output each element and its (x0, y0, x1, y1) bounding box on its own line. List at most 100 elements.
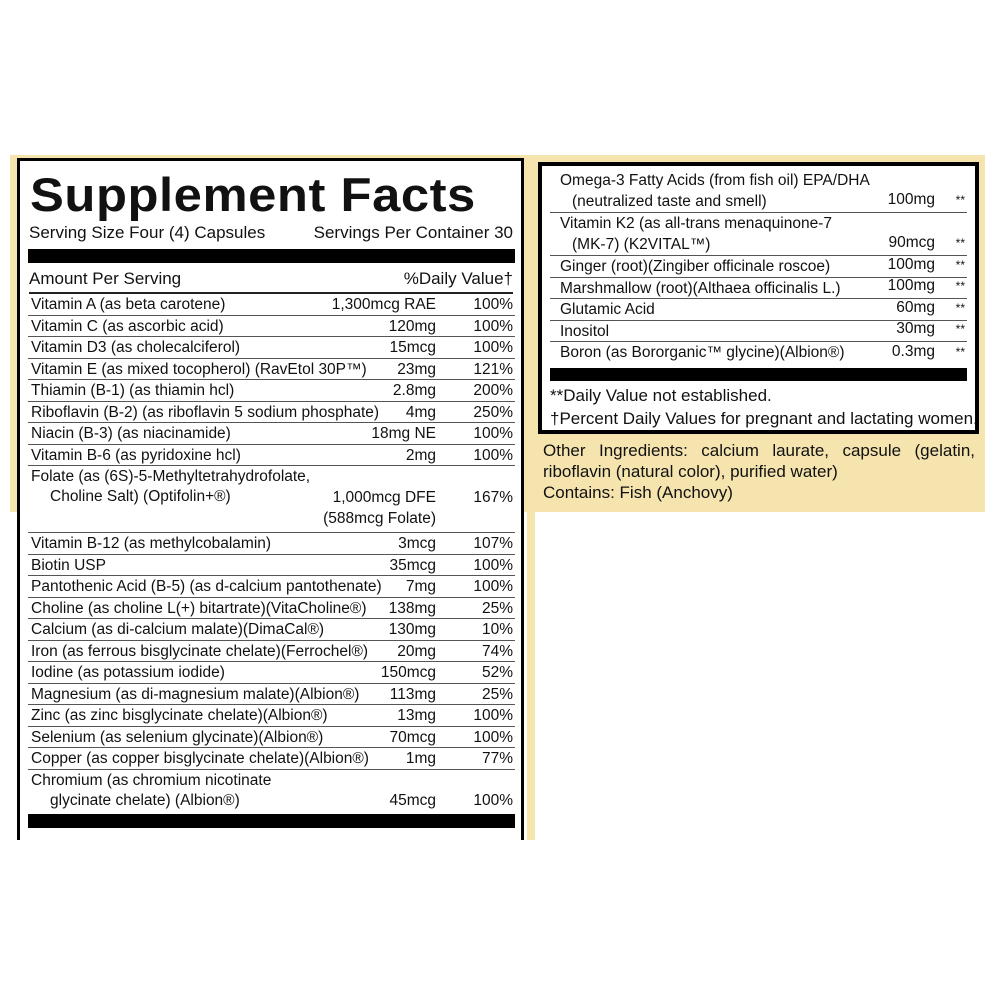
table-row: Zinc (as zinc bisglycinate chelate)(Albi… (28, 705, 515, 727)
nutrient-name: Thiamin (B-1) (as thiamin hcl) (31, 382, 235, 399)
table-row: Omega-3 Fatty Acids (from fish oil) EPA/… (550, 170, 967, 213)
daily-value-header: %Daily Value† (403, 268, 513, 288)
nutrient-name: Boron (as Bororganic™ glycine)(Albion®) (560, 344, 845, 361)
nutrient-name: Ginger (root)(Zingiber officinale roscoe… (560, 258, 831, 275)
column-header: Amount Per Serving %Daily Value† (29, 265, 513, 294)
nutrient-name: Choline (as choline L(+) bitartrate)(Vit… (31, 599, 367, 617)
other-nutrient-table: Omega-3 Fatty Acids (from fish oil) EPA/… (550, 170, 967, 364)
nutrient-daily-value: ** (955, 344, 965, 359)
nutrient-name: Zinc (as zinc bisglycinate chelate)(Albi… (31, 707, 328, 724)
table-row: Iron (as ferrous bisglycinate chelate)(F… (28, 641, 515, 662)
table-row: Vitamin K2 (as all-trans menaquinone-7 (M… (550, 213, 967, 256)
nutrient-amount: 30mg (896, 320, 935, 337)
nutrient-amount: 1,000mcg DFE (332, 489, 436, 506)
nutrient-amount: 13mg (397, 707, 436, 724)
page-title: Supplement Facts (30, 168, 476, 221)
supplement-facts-panel: Supplement Facts Serving Size Four (4) C… (17, 158, 524, 840)
nutrient-name: Folate (as (6S)-5-Methyltetrahydrofolate… (31, 468, 311, 485)
nutrient-amount: 150mcg (380, 664, 436, 681)
table-row: Choline (as choline L(+) bitartrate)(Vit… (28, 598, 515, 619)
nutrient-daily-value: 77% (481, 750, 513, 767)
footnote-daily-value: **Daily Value not established. (550, 386, 772, 405)
nutrient-amount: 113mg (389, 685, 436, 703)
table-row: Thiamin (B-1) (as thiamin hcl) 2.8mg 200% (28, 380, 515, 402)
nutrient-amount: 2mg (405, 446, 436, 464)
nutrient-daily-value: 100% (473, 728, 513, 746)
amount-header: Amount Per Serving (29, 268, 182, 288)
nutrient-amount: 35mcg (389, 556, 436, 574)
nutrient-amount: 7mg (405, 578, 436, 595)
nutrient-name-cont: (MK-7) (K2VITAL™) (572, 236, 711, 253)
nutrient-amount: 120mg (388, 317, 436, 335)
nutrient-name: Vitamin B-6 (as pyridoxine hcl) (31, 446, 241, 464)
table-row: Iodine (as potassium iodide) 150mcg 52% (28, 662, 515, 684)
nutrient-name: Niacin (B-3) (as niacinamide) (31, 425, 231, 442)
nutrient-name: Vitamin B-12 (as methylcobalamin) (31, 535, 272, 552)
nutrient-name: Riboflavin (B-2) (as riboflavin 5 sodium… (31, 403, 380, 421)
nutrient-amount: 20mg (397, 642, 436, 660)
nutrient-daily-value: 100% (473, 446, 513, 464)
nutrient-amount: 3mcg (398, 535, 436, 552)
table-row: Magnesium (as di-magnesium malate)(Albio… (28, 684, 515, 705)
table-row: Biotin USP 35mcg 100% (28, 555, 515, 576)
nutrient-daily-value: 200% (473, 382, 513, 399)
table-row: Copper (as copper bisglycinate chelate)(… (28, 748, 515, 770)
table-row: Vitamin C (as ascorbic acid) 120mg 100% (28, 316, 515, 337)
nutrient-daily-value: 100% (473, 339, 513, 356)
nutrient-name: Magnesium (as di-magnesium malate)(Albio… (31, 685, 360, 703)
nutrient-daily-value: ** (955, 300, 965, 315)
label-background-strip (527, 155, 535, 840)
table-row: Vitamin E (as mixed tocopherol) (RavEtol… (28, 359, 515, 380)
nutrient-amount: 138mg (388, 599, 436, 617)
nutrient-daily-value: 100% (473, 791, 513, 809)
table-row: Marshmallow (root)(Althaea officinalis L… (550, 277, 967, 299)
servings-per-container: Servings Per Container 30 (313, 223, 513, 242)
nutrient-daily-value: 74% (481, 642, 513, 660)
table-row: Folate (as (6S)-5-Methyltetrahydrofolate… (28, 466, 515, 533)
nutrient-daily-value: 100% (473, 296, 513, 313)
nutrient-amount-detail: (588mcg Folate) (323, 510, 436, 527)
nutrient-amount: 100mg (887, 255, 935, 273)
nutrient-amount: 1mg (405, 750, 436, 767)
nutrient-daily-value: 100% (473, 578, 513, 595)
other-nutrients-panel: Omega-3 Fatty Acids (from fish oil) EPA/… (538, 162, 979, 434)
nutrient-amount: 130mg (388, 621, 436, 638)
nutrient-name: Calcium (as di-calcium malate)(DimaCal®) (31, 621, 325, 638)
nutrient-name: Biotin USP (31, 556, 106, 574)
table-row: Selenium (as selenium glycinate)(Albion®… (28, 727, 515, 748)
nutrient-name: Marshmallow (root)(Althaea officinalis L… (560, 279, 841, 297)
nutrient-daily-value: 10% (481, 621, 513, 638)
table-row: Inositol 30mg ** (550, 320, 967, 342)
nutrient-amount: 0.3mg (891, 342, 935, 360)
nutrient-daily-value: ** (955, 322, 965, 336)
nutrient-daily-value: ** (955, 236, 965, 250)
allergen-statement: Contains: Fish (Anchovy) (543, 483, 733, 502)
table-row: Ginger (root)(Zingiber officinale roscoe… (550, 256, 967, 278)
serving-info: Serving Size Four (4) Capsules Servings … (29, 223, 513, 243)
nutrient-daily-value: 100% (473, 556, 513, 574)
table-row: Pantothenic Acid (B-5) (as d-calcium pan… (28, 576, 515, 598)
nutrient-amount: 23mg (397, 360, 436, 378)
nutrient-daily-value: 52% (481, 664, 513, 681)
nutrient-daily-value: 107% (473, 535, 513, 552)
nutrient-amount: 18mg NE (371, 425, 436, 442)
nutrient-daily-value: 25% (481, 685, 513, 703)
nutrient-daily-value: 121% (473, 360, 513, 378)
nutrient-daily-value: 167% (473, 489, 513, 506)
thick-divider (28, 249, 515, 263)
nutrient-daily-value: 100% (473, 317, 513, 335)
nutrient-daily-value: 250% (473, 403, 513, 421)
nutrient-amount: 100mg (887, 191, 935, 208)
nutrient-amount: 45mcg (389, 791, 436, 809)
table-row: Chromium (as chromium nicotinate glycinat… (28, 770, 515, 814)
nutrient-amount: 2.8mg (392, 382, 436, 399)
nutrient-name: Pantothenic Acid (B-5) (as d-calcium pan… (31, 578, 382, 595)
serving-size: Serving Size Four (4) Capsules (29, 223, 266, 242)
footnote-percent: †Percent Daily Values for pregnant and l… (550, 409, 978, 428)
nutrient-name: Chromium (as chromium nicotinate (31, 771, 272, 789)
nutrient-daily-value: ** (955, 279, 965, 293)
nutrient-daily-value: ** (955, 193, 965, 207)
nutrient-amount: 90mcg (888, 234, 935, 251)
nutrient-name-cont: Choline Salt) (Optifolin+®) (50, 488, 231, 505)
table-row: Calcium (as di-calcium malate)(DimaCal®)… (28, 619, 515, 641)
